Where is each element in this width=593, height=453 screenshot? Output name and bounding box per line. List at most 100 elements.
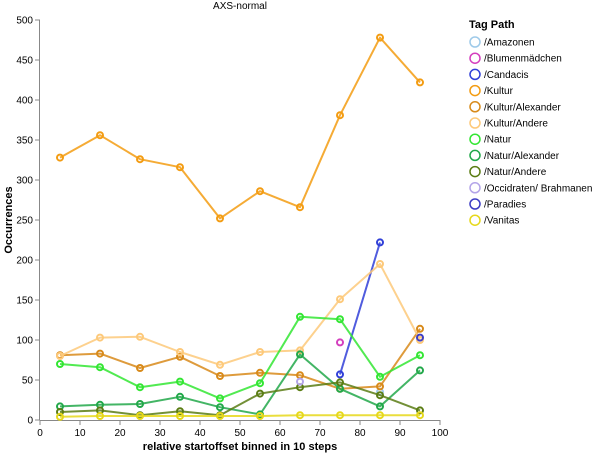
- y-tick-label: 400: [16, 96, 33, 107]
- data-point[interactable]: [56, 408, 64, 416]
- data-point[interactable]: [216, 360, 224, 369]
- data-point[interactable]: [216, 394, 224, 403]
- data-point[interactable]: [136, 383, 144, 392]
- x-tick-label: 90: [394, 428, 406, 439]
- legend-item[interactable]: /Kultur: [469, 84, 514, 98]
- data-point[interactable]: [176, 352, 184, 361]
- legend-label: /Paradies: [484, 200, 526, 211]
- data-point[interactable]: [256, 187, 264, 196]
- data-point[interactable]: [336, 370, 344, 379]
- data-point[interactable]: [416, 411, 424, 420]
- data-point[interactable]: [96, 412, 104, 420]
- legend-label: /Blumenmädchen: [484, 54, 562, 65]
- legend-label: /Natur/Alexander: [484, 151, 560, 162]
- data-point[interactable]: [376, 411, 384, 420]
- data-point[interactable]: [56, 153, 64, 162]
- data-point[interactable]: [56, 352, 64, 360]
- data-point[interactable]: [296, 411, 304, 420]
- series-5: [56, 260, 424, 369]
- data-point[interactable]: [176, 407, 184, 416]
- data-point[interactable]: [136, 400, 144, 408]
- data-point[interactable]: [416, 406, 424, 415]
- legend-symbol: [469, 149, 481, 162]
- data-point[interactable]: [176, 392, 184, 401]
- y-tick-label: 100: [16, 336, 33, 347]
- data-point[interactable]: [96, 363, 104, 372]
- data-point[interactable]: [136, 155, 144, 164]
- legend-symbol: [469, 214, 481, 226]
- legend-label: /Amazonen: [484, 38, 535, 49]
- data-point[interactable]: [416, 78, 424, 87]
- data-point[interactable]: [296, 377, 304, 386]
- data-point[interactable]: [296, 203, 304, 212]
- legend-item[interactable]: /Paradies: [469, 198, 526, 211]
- data-point[interactable]: [376, 382, 384, 391]
- x-tick-label: 70: [314, 428, 326, 439]
- legend-item[interactable]: /Natur/Alexander: [469, 149, 560, 162]
- y-tick-label: 450: [16, 56, 33, 67]
- data-point[interactable]: [216, 214, 224, 223]
- data-point[interactable]: [416, 333, 424, 342]
- legend-item[interactable]: /Occidraten/ Brahmanen: [469, 182, 592, 195]
- data-point[interactable]: [296, 350, 304, 359]
- data-point[interactable]: [56, 360, 64, 368]
- data-point[interactable]: [376, 33, 384, 42]
- series-1: [336, 338, 344, 347]
- legend-item[interactable]: /Natur: [469, 133, 512, 146]
- data-point[interactable]: [296, 312, 304, 321]
- legend-item[interactable]: /Vanitas: [469, 214, 519, 227]
- data-point[interactable]: [176, 377, 184, 386]
- data-point[interactable]: [136, 332, 144, 341]
- data-point[interactable]: [256, 348, 264, 356]
- x-tick-label: 30: [154, 428, 166, 439]
- y-tick-label: 350: [16, 136, 33, 147]
- data-point[interactable]: [256, 379, 264, 388]
- series-line: [59, 315, 421, 400]
- y-axis: 0 50 100 150 200 250 300 350 400 450 500: [16, 16, 40, 427]
- data-point[interactable]: [56, 412, 64, 421]
- x-tick-label: 60: [274, 428, 286, 439]
- legend-item[interactable]: /Amazonen: [469, 36, 535, 49]
- data-point[interactable]: [376, 391, 384, 400]
- data-point[interactable]: [176, 348, 184, 356]
- data-point[interactable]: [416, 366, 424, 375]
- data-point[interactable]: [216, 372, 224, 380]
- legend-label: /Kultur: [484, 86, 514, 97]
- data-point[interactable]: [416, 324, 424, 333]
- data-point[interactable]: [96, 349, 104, 358]
- data-point[interactable]: [336, 295, 344, 304]
- data-point[interactable]: [136, 364, 144, 372]
- data-point[interactable]: [376, 372, 384, 381]
- legend-item[interactable]: /Kultur/Alexander: [469, 101, 561, 114]
- legend-item[interactable]: /Kultur/Andere: [469, 117, 548, 130]
- data-point[interactable]: [256, 412, 264, 420]
- data-point[interactable]: [336, 338, 344, 347]
- data-point[interactable]: [376, 260, 384, 268]
- data-point[interactable]: [96, 131, 104, 140]
- data-point[interactable]: [336, 378, 344, 387]
- data-point[interactable]: [336, 411, 344, 420]
- data-point[interactable]: [176, 412, 184, 420]
- data-point[interactable]: [136, 412, 144, 420]
- data-point[interactable]: [96, 333, 104, 342]
- x-tick-label: 50: [234, 428, 246, 439]
- series-line: [59, 263, 421, 366]
- data-point[interactable]: [256, 368, 264, 377]
- data-point[interactable]: [336, 315, 344, 324]
- legend-label: /Kultur/Andere: [484, 119, 548, 130]
- data-point[interactable]: [336, 111, 344, 120]
- series-line: [59, 381, 421, 417]
- legend-item[interactable]: /Blumenmädchen: [469, 52, 562, 65]
- series-10: [416, 333, 424, 342]
- legend-item[interactable]: /Natur/Andere: [469, 165, 547, 179]
- data-point[interactable]: [376, 238, 384, 247]
- data-point[interactable]: [376, 402, 384, 411]
- data-point[interactable]: [176, 163, 184, 172]
- data-point[interactable]: [416, 351, 424, 360]
- data-point[interactable]: [216, 412, 224, 420]
- legend-symbol: [469, 182, 481, 194]
- data-point[interactable]: [256, 389, 264, 398]
- data-point[interactable]: [216, 403, 224, 412]
- legend-label: /Vanitas: [484, 216, 519, 227]
- legend-item[interactable]: /Candacis: [469, 68, 528, 81]
